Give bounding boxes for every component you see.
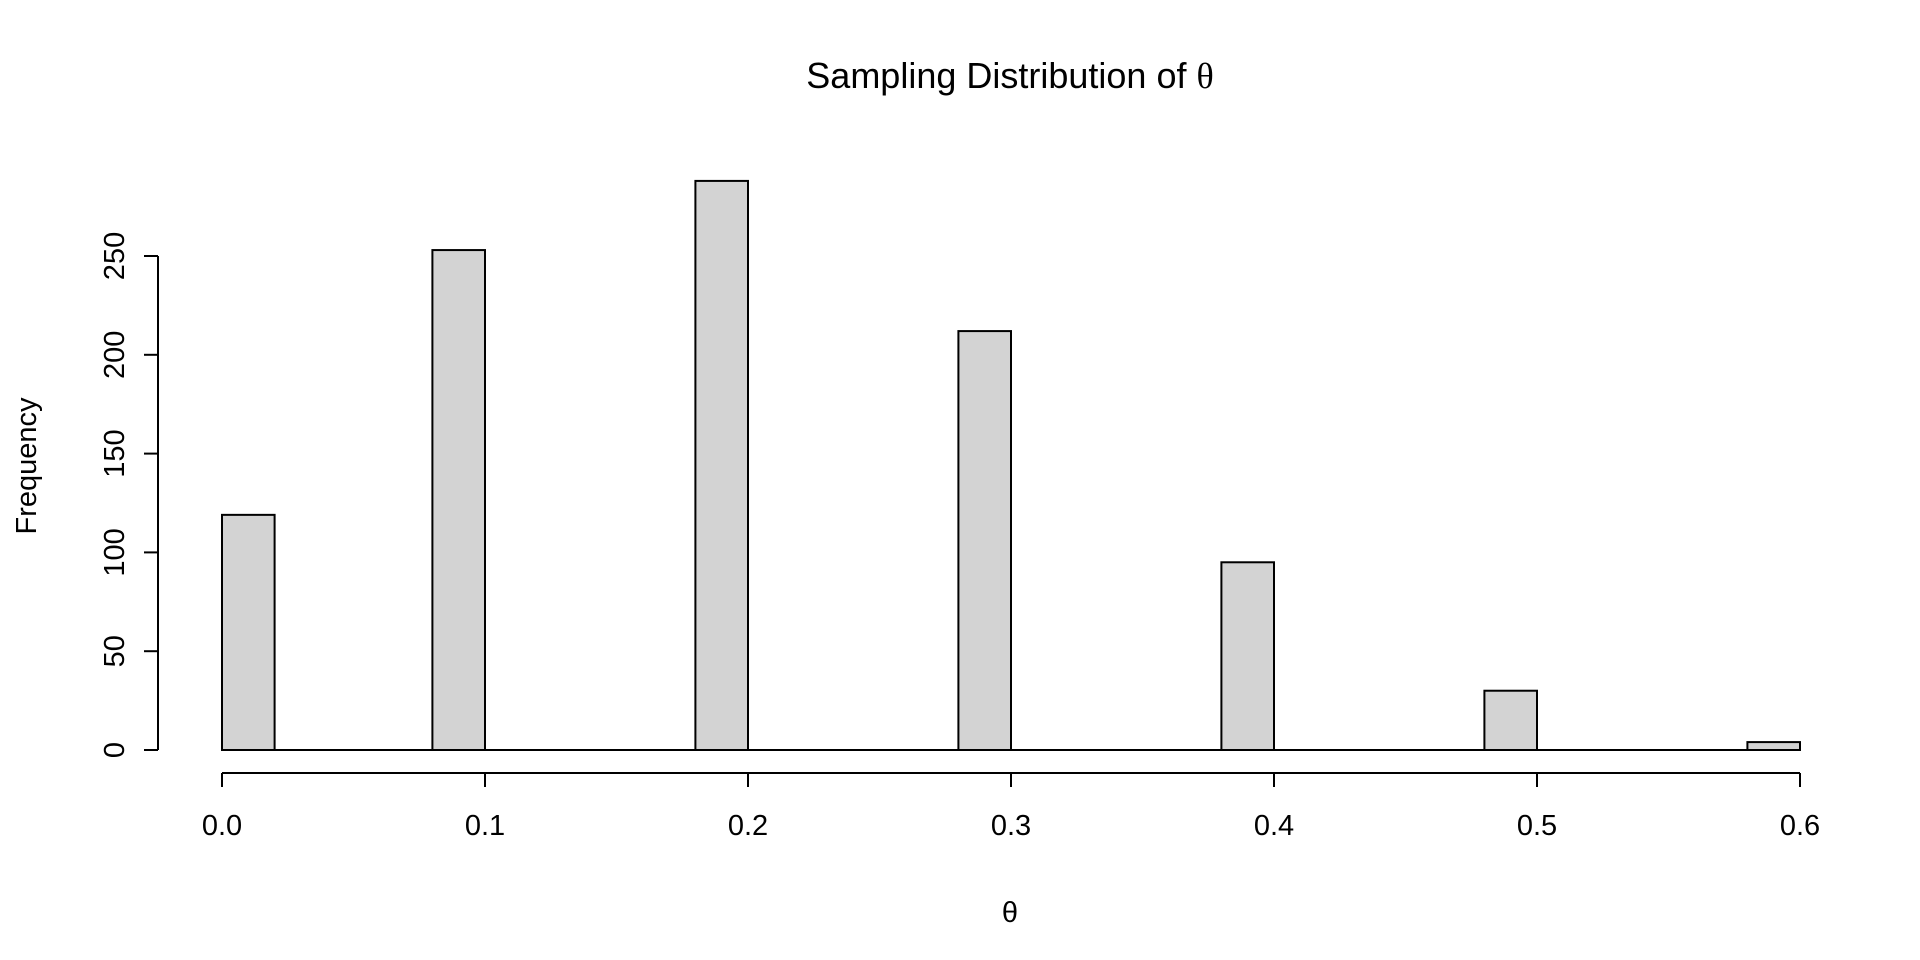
x-tick-label: 0.3 [991, 810, 1031, 842]
y-tick-label: 150 [99, 429, 131, 477]
histogram-bar [1220, 561, 1276, 752]
x-axis: 0.0 0.1 0.2 0.3 0.4 0.5 0.6 [202, 772, 1820, 842]
y-tick-label: 50 [99, 635, 131, 667]
x-tick-label: 0.1 [465, 810, 505, 842]
chart-title: Sampling Distribution of θ [806, 55, 1213, 96]
y-tick-label: 200 [99, 331, 131, 379]
histogram-bar [1483, 689, 1539, 751]
histogram-bar [1746, 741, 1802, 752]
histogram-bar [694, 179, 750, 752]
histogram-bar [431, 249, 486, 752]
histogram-bar [957, 330, 1013, 751]
y-tick-label: 250 [99, 232, 131, 280]
x-axis-label: θ [1002, 897, 1018, 929]
x-tick-label: 0.0 [202, 810, 242, 842]
histogram-bar [221, 513, 276, 752]
y-axis: 0 50 100 150 200 250 [99, 232, 159, 758]
chart-title-symbol: θ [1196, 56, 1213, 96]
chart-title-text: Sampling Distribution of [806, 55, 1196, 96]
x-tick-label: 0.6 [1780, 810, 1820, 842]
y-axis-label: Frequency [11, 397, 43, 535]
y-tick-label: 100 [99, 528, 131, 576]
y-tick-label: 0 [99, 742, 131, 758]
x-tick-label: 0.4 [1254, 810, 1294, 842]
bars-group [221, 179, 1802, 752]
x-tick-label: 0.2 [728, 810, 768, 842]
x-tick-label: 0.5 [1517, 810, 1557, 842]
